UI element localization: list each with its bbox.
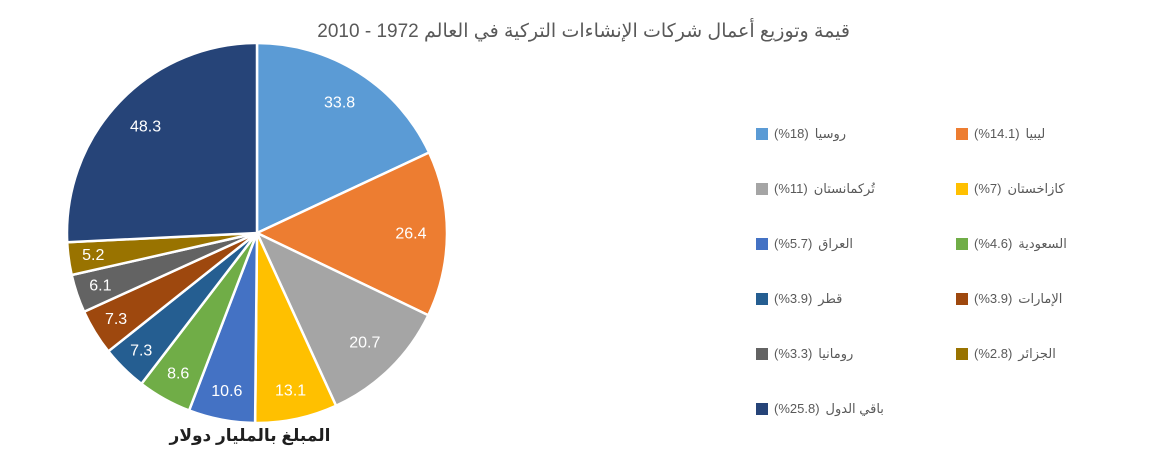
legend-label: العراق [818,235,854,251]
legend-color-swatch [956,347,968,360]
legend-color-swatch [956,292,968,305]
legend-color-swatch [956,182,968,195]
pie-slice[interactable] [65,41,259,244]
legend-percentage: (%18) [774,126,809,141]
pie-chart: 33.8 26.4 20.7 13.1 10.6 8.6 7.37.3 6.1 5.2 48.3 [65,41,449,425]
legend-label: كازاخستان [1007,180,1065,196]
chart-title: قيمة وتوزيع أعمال شركات الإنشاءات التركي… [317,21,850,42]
legend-color-swatch [956,237,968,250]
legend-color-swatch [756,347,768,360]
legend-percentage: (%14.1) [974,126,1020,141]
legend-label: رومانيا [818,345,854,361]
legend-label: الإمارات [1018,290,1063,306]
legend-percentage: (%3.9) [774,291,813,306]
legend-item[interactable]: (%3.9) قطر [756,291,956,307]
legend-item[interactable]: (%5.7) العراق [756,236,956,252]
legend-item[interactable]: (%2.8) الجزائر [956,346,1150,362]
legend-item[interactable]: (%7) كازاخستان [956,181,1150,197]
legend-percentage: (%2.8) [974,346,1013,361]
legend-percentage: (%7) [974,181,1002,196]
pie-slice[interactable] [255,151,449,317]
legend-label: قطر [818,290,843,306]
legend-percentage: (%4.6) [974,236,1013,251]
slice-value-label: 7.3 [130,342,152,359]
legend-label: السعودية [1018,235,1067,251]
slice-value-label: 10.6 [211,383,242,400]
legend-label: ليبيا [1025,125,1046,141]
slice-value-label: 8.6 [167,365,189,382]
legend-color-swatch [756,402,768,415]
legend-item[interactable]: (%18) روسيا [756,126,956,142]
slice-value-label: 5.2 [82,247,104,264]
legend-percentage: (%25.8) [774,401,820,416]
legend-percentage: (%3.9) [974,291,1013,306]
legend-item[interactable]: (%3.3) رومانيا [756,346,956,362]
slice-value-label: 13.1 [275,382,306,399]
pie-slice[interactable] [255,41,431,235]
slice-value-label: 26.4 [395,225,426,242]
legend-item[interactable]: (%4.6) السعودية [956,236,1150,252]
slice-value-label: 33.8 [324,95,355,112]
amount-unit-label: المبلغ بالمليار دولار [169,426,331,445]
legend-label: روسيا [814,125,847,141]
legend-item[interactable]: (%14.1) ليبيا [956,126,1150,142]
legend-percentage: (%3.3) [774,346,813,361]
legend-color-swatch [756,127,768,140]
legend-color-swatch [956,127,968,140]
slice-value-label: 48.3 [130,118,161,135]
slice-value-label: 20.7 [349,334,380,351]
legend-label: باقي الدول [825,400,884,416]
chart-legend: (%18) روسيا (%14.1) ليبيا (%11) تُركمانستان (%… [756,106,1150,436]
legend-color-swatch [756,292,768,305]
legend-item[interactable]: (%25.8) باقي الدول [756,401,956,417]
legend-color-swatch [756,237,768,250]
slice-value-label: 6.1 [89,277,111,294]
pie-slice[interactable] [255,231,430,408]
legend-color-swatch [756,182,768,195]
legend-label: الجزائر [1018,345,1056,361]
legend-percentage: (%5.7) [774,236,813,251]
slice-value-label: 7.3 [105,311,127,328]
legend-item[interactable]: (%3.9) الإمارات [956,291,1150,307]
legend-percentage: (%11) [774,181,808,196]
legend-label: تُركمانستان [813,180,875,196]
legend-item[interactable]: (%11) تُركمانستان [756,181,956,197]
